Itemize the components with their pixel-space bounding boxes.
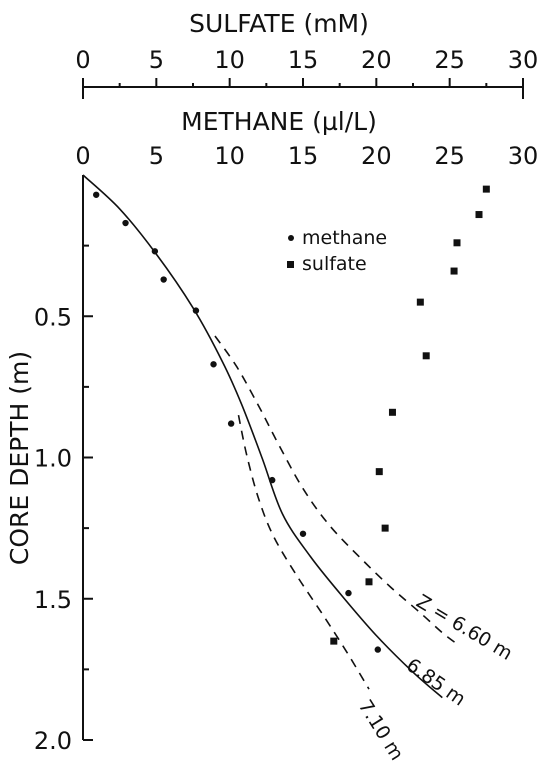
methane-point: [269, 476, 276, 484]
sulfate-tick-label: 20: [361, 46, 392, 74]
sulfate-point: [482, 185, 490, 193]
sulfate-axis: 0 5 10 15 20 25 30: [75, 46, 538, 99]
sulfate-tick-label: 15: [288, 46, 319, 74]
sulfate-tick-label: 0: [75, 46, 90, 74]
legend-methane-label: methane: [302, 227, 387, 249]
methane-point: [160, 276, 167, 283]
methane-point: [299, 530, 307, 537]
legend-sulfate-label: sulfate: [302, 253, 367, 275]
depth-axis: 0.5 1.0 1.5 2.0: [34, 244, 93, 755]
sulfate-tick-label: 30: [508, 46, 539, 74]
sulfate-point: [416, 298, 424, 306]
methane-point: [192, 307, 200, 314]
sulfate-tick-label: 5: [149, 46, 164, 74]
sulfate-point: [475, 211, 483, 219]
methane-point: [93, 191, 100, 198]
methane-point: [374, 646, 381, 653]
methane-tick-label: 10: [214, 142, 245, 170]
curve-label-710: 7.10 m: [354, 696, 408, 764]
methane-axis: 0 5 10 15 20 25 30: [75, 142, 539, 170]
methane-tick-label: 15: [288, 142, 319, 170]
legend-sulfate-marker: [287, 261, 294, 268]
sulfate-point: [422, 352, 430, 360]
model-curve-685-solid: [82, 174, 443, 699]
depth-tick-label: 1.0: [34, 445, 72, 473]
legend-methane-marker: [288, 235, 294, 241]
methane-point: [210, 361, 217, 368]
data-points: [93, 185, 490, 653]
curve-label-685: 6.85 m: [402, 654, 469, 710]
curve-label-660: Z = 6.60 m: [412, 590, 516, 664]
sulfate-point: [381, 524, 389, 532]
methane-tick-label: 0: [75, 142, 90, 170]
methane-point: [227, 420, 235, 427]
depth-tick-label: 1.5: [34, 586, 72, 614]
methane-point: [151, 248, 159, 255]
methane-point: [345, 589, 352, 597]
model-curve-710-dashed: [237, 414, 370, 690]
depth-tick-label: 2.0: [34, 727, 72, 755]
methane-tick-label: 25: [434, 142, 465, 170]
methane-axis-title: METHANE (µl/L): [181, 107, 377, 136]
sulfate-tick-label: 10: [214, 46, 245, 74]
methane-tick-label: 20: [361, 142, 392, 170]
model-curve-660-dashed: [214, 335, 458, 645]
sulfate-tick-label: 25: [434, 46, 465, 74]
depth-axis-title: CORE DEPTH (m): [5, 351, 34, 565]
sulfate-axis-title: SULFATE (mM): [189, 9, 369, 38]
sulfate-point: [453, 239, 461, 247]
sulfate-point: [330, 637, 338, 645]
methane-tick-label: 30: [508, 142, 539, 170]
methane-tick-label: 5: [149, 142, 164, 170]
methane-point: [122, 219, 129, 227]
sulfate-point: [388, 408, 396, 416]
sulfate-point: [375, 468, 383, 476]
legend: methane sulfate: [287, 227, 387, 275]
model-curves: [82, 174, 458, 699]
sulfate-point: [365, 578, 373, 586]
sulfate-point: [450, 267, 458, 275]
depth-tick-label: 0.5: [34, 303, 72, 331]
